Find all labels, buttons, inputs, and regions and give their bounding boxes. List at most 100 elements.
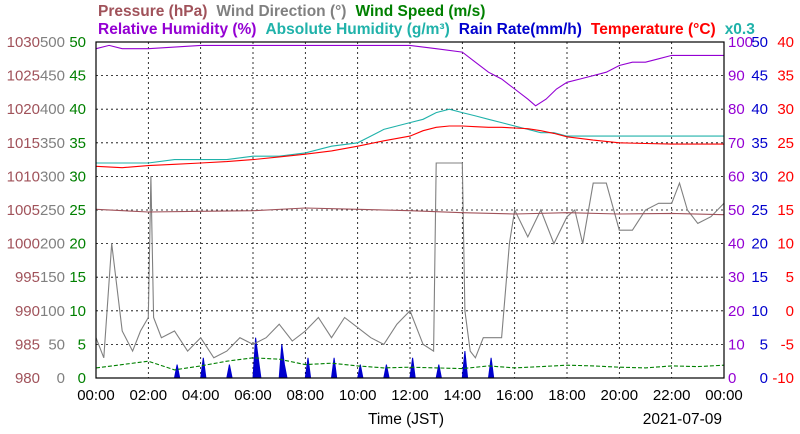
rain-rate-tick-label: 0 — [760, 370, 768, 387]
temperature-tick-label: 15 — [777, 202, 794, 219]
temperature-c-series — [95, 125, 724, 169]
x-tick-label: 02:00 — [130, 387, 168, 404]
wind-direction-tick-label: 450 — [40, 68, 65, 85]
relative-humidity-tick-label: 20 — [728, 303, 745, 320]
chart-grid — [96, 42, 724, 378]
plot-frame — [95, 41, 725, 379]
relative-humidity-tick-label: 0 — [728, 370, 736, 387]
relative-humidity-tick-label: 80 — [728, 101, 745, 118]
wind-speed-tick-label: 5 — [78, 336, 86, 353]
row2-legend-item: x0.3 — [725, 21, 756, 38]
rain-rate-tick-label: 35 — [751, 135, 768, 152]
row2-legend-item: Absolute Humidity (g/m³) — [265, 21, 449, 38]
pressure-tick-label: 1000 — [7, 236, 40, 253]
pressure-tick-label: 1005 — [7, 202, 40, 219]
wind-direction-tick-label: 400 — [40, 101, 65, 118]
relative-humidity-tick-label: 70 — [728, 135, 745, 152]
relative-humidity-series — [95, 44, 724, 107]
wind-speed-tick-label: 10 — [69, 303, 86, 320]
pressure-tick-label: 1010 — [7, 168, 40, 185]
wind-direction-tick-label: 200 — [40, 236, 65, 253]
wind-direction-tick-label: 500 — [40, 34, 65, 51]
temperature-tick-label: 10 — [777, 236, 794, 253]
rain-rate-tick-label: 5 — [760, 336, 768, 353]
rain-rate-tick-label: 15 — [751, 269, 768, 286]
temperature-tick-label: -5 — [781, 336, 794, 353]
temperature-tick-label: 30 — [777, 101, 794, 118]
row1-legend-item: Wind Direction (°) — [216, 3, 346, 20]
wind-speed-tick-label: 0 — [78, 370, 86, 387]
rain-rate-tick-label: 25 — [751, 202, 768, 219]
chart-date: 2021-07-09 — [643, 411, 722, 428]
x-tick-label: 08:00 — [287, 387, 325, 404]
wind-direction-tick-label: 300 — [40, 168, 65, 185]
wind-direction-tick-label: 0 — [57, 370, 65, 387]
pressure-hpa-series — [95, 207, 725, 216]
x-tick-label: 00:00 — [705, 387, 743, 404]
legend: Pressure (hPa) Wind Direction (°) Wind Spe… — [98, 3, 755, 38]
x-tick-label: 14:00 — [444, 387, 482, 404]
temperature-tick-label: 25 — [777, 135, 794, 152]
rain-rate-tick-label: 20 — [751, 236, 768, 253]
rain-rate-tick-label: 10 — [751, 303, 768, 320]
x-tick-label: 18:00 — [548, 387, 586, 404]
wind-direction-tick-label: 250 — [40, 202, 65, 219]
wind-speed-tick-label: 20 — [69, 236, 86, 253]
relative-humidity-tick-label: 60 — [728, 168, 745, 185]
x-tick-label: 22:00 — [653, 387, 691, 404]
wind-direction-tick-label: 150 — [40, 269, 65, 286]
temperature-tick-label: 20 — [777, 168, 794, 185]
pressure-tick-label: 985 — [15, 336, 40, 353]
row2-legend-item: Rain Rate(mm/h) — [459, 21, 582, 38]
pressure-tick-label: 990 — [15, 303, 40, 320]
pressure-tick-label: 1030 — [7, 34, 40, 51]
rain-rate-tick-label: 45 — [751, 68, 768, 85]
pressure-tick-label: 995 — [15, 269, 40, 286]
row1-legend-item: Pressure (hPa) — [98, 3, 207, 20]
relative-humidity-tick-label: 10 — [728, 336, 745, 353]
x-tick-label: 04:00 — [182, 387, 220, 404]
rain-rate-tick-label: 50 — [751, 34, 768, 51]
x-tick-label: 10:00 — [339, 387, 377, 404]
wind-speed-tick-label: 35 — [69, 135, 86, 152]
temperature-tick-label: 40 — [777, 34, 794, 51]
wind-direction-tick-label: 350 — [40, 135, 65, 152]
wind-speed-tick-label: 15 — [69, 269, 86, 286]
pressure-tick-label: 1020 — [7, 101, 40, 118]
temperature-tick-label: 35 — [777, 68, 794, 85]
wind-speed-tick-label: 30 — [69, 168, 86, 185]
relative-humidity-tick-label: 100 — [728, 34, 753, 51]
temperature-tick-label: 5 — [786, 269, 794, 286]
relative-humidity-tick-label: 90 — [728, 68, 745, 85]
row2-legend-item: Relative Humidity (%) — [98, 21, 256, 38]
rain-rate-tick-label: 30 — [751, 168, 768, 185]
rain-rate-mm-h-series — [96, 337, 724, 379]
series-layer — [95, 44, 725, 379]
row2-legend-item: Temperature (°C) — [591, 21, 716, 38]
wind-speed-tick-label: 50 — [69, 34, 86, 51]
relative-humidity-tick-label: 50 — [728, 202, 745, 219]
wind-speed-tick-label: 45 — [69, 68, 86, 85]
x-tick-label: 20:00 — [601, 387, 639, 404]
relative-humidity-tick-label: 40 — [728, 236, 745, 253]
x-tick-label: 00:00 — [77, 387, 115, 404]
temperature-tick-label: -10 — [772, 370, 794, 387]
temperature-tick-label: 0 — [786, 303, 794, 320]
wind-speed-tick-label: 25 — [69, 202, 86, 219]
x-tick-label: 06:00 — [234, 387, 272, 404]
x-tick-label: 16:00 — [496, 387, 534, 404]
pressure-tick-label: 1015 — [7, 135, 40, 152]
axis-ticks: 1030102510201015101010051000995990985980… — [7, 34, 794, 404]
wind-direction-tick-label: 100 — [40, 303, 65, 320]
wind-direction-series — [95, 162, 725, 359]
wind-direction-tick-label: 50 — [48, 336, 65, 353]
relative-humidity-tick-label: 30 — [728, 269, 745, 286]
wind-speed-tick-label: 40 — [69, 101, 86, 118]
x-tick-label: 12:00 — [391, 387, 429, 404]
x-axis-label: Time (JST) — [368, 411, 444, 428]
row1-legend-item: Wind Speed (m/s) — [355, 3, 485, 20]
pressure-tick-label: 1025 — [7, 68, 40, 85]
rain-rate-tick-label: 40 — [751, 101, 768, 118]
pressure-tick-label: 980 — [15, 370, 40, 387]
